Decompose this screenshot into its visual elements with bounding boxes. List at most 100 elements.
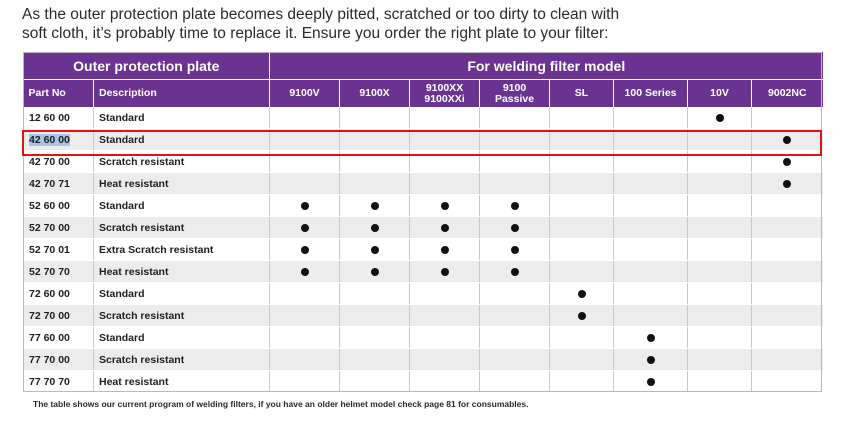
compatibility-cell: [549, 282, 615, 305]
compatibility-cell: [549, 216, 615, 239]
compatibility-cell: [409, 260, 481, 283]
compatibility-cell: [269, 172, 341, 195]
compatibility-cell: [751, 216, 823, 239]
compatibility-cell: [479, 348, 551, 371]
compatibility-cell: [751, 172, 823, 195]
compatibility-cell: [269, 128, 341, 151]
description-cell: Extra Scratch resistant: [93, 238, 271, 261]
part-number-cell: 77 70 70: [23, 370, 94, 393]
description-cell: Scratch resistant: [93, 150, 271, 173]
compatibility-cell: [339, 348, 411, 371]
compatibility-cell: [479, 107, 551, 129]
compatibility-cell: [409, 304, 481, 327]
compatibility-cell: [687, 216, 753, 239]
part-number-cell: 42 70 71: [23, 172, 94, 195]
compatibility-cell: [613, 282, 689, 305]
footnote: The table shows our current program of w…: [33, 399, 529, 409]
table-row: 72 70 00 Scratch resistant: [23, 304, 823, 327]
compatibility-cell: [613, 370, 689, 393]
part-number: 52 70 01: [29, 243, 70, 256]
compatibility-cell: [751, 260, 823, 283]
compatible-dot-icon: [510, 201, 519, 210]
table-row: 42 60 00 Standard: [23, 128, 823, 151]
compatibility-cell: [409, 150, 481, 173]
column-header-model: 9100XX 9100XXi: [409, 79, 481, 107]
compatibility-cell: [269, 282, 341, 305]
column-header-model: 9100V: [269, 79, 341, 107]
model-name-line: 9100XX: [425, 81, 464, 94]
compatible-dot-icon: [440, 223, 449, 232]
compatible-dot-icon: [783, 135, 792, 144]
part-number-cell: 52 60 00: [23, 194, 94, 217]
compatibility-cell: [687, 370, 753, 393]
compatibility-cell: [751, 370, 823, 393]
compatibility-cell: [687, 194, 753, 217]
compatible-dot-icon: [300, 223, 309, 232]
compatibility-cell: [409, 172, 481, 195]
compatibility-cell: [339, 216, 411, 239]
part-number: 52 70 70: [29, 265, 70, 278]
compatibility-cell: [751, 194, 823, 217]
compatibility-cell: [409, 238, 481, 261]
table-row: 52 70 00 Scratch resistant: [23, 216, 823, 239]
part-number: 77 70 00: [29, 353, 70, 366]
description-cell: Heat resistant: [93, 370, 271, 393]
part-number: 42 60 00: [29, 133, 70, 146]
table-body: 12 60 00 Standard 42 60 00 Standard 42 70 00…: [23, 107, 823, 393]
part-number-cell: 42 70 00: [23, 150, 94, 173]
compatibility-cell: [549, 107, 615, 129]
table-row: 52 60 00 Standard: [23, 194, 823, 217]
compatibility-cell: [613, 172, 689, 195]
compatible-dot-icon: [577, 289, 586, 298]
compatibility-cell: [687, 172, 753, 195]
compatible-dot-icon: [577, 311, 586, 320]
model-name-line: 9100XXi: [424, 92, 465, 105]
compatibility-cell: [339, 282, 411, 305]
table-row: 77 60 00 Standard: [23, 326, 823, 349]
model-name-line: 10V: [710, 87, 729, 99]
group-header-outer-plate: Outer protection plate: [23, 52, 271, 80]
compatibility-cell: [479, 194, 551, 217]
compatibility-cell: [613, 216, 689, 239]
compatibility-cell: [613, 238, 689, 261]
table-row: 77 70 70 Heat resistant: [23, 370, 823, 393]
compatibility-cell: [549, 194, 615, 217]
model-name-line: SL: [574, 87, 589, 99]
model-name-line: 9100: [502, 81, 527, 94]
compatible-dot-icon: [646, 355, 655, 364]
intro-text: As the outer protection plate becomes de…: [22, 5, 822, 43]
compatible-dot-icon: [510, 223, 519, 232]
compatibility-cell: [339, 194, 411, 217]
compatibility-cell: [269, 216, 341, 239]
model-name-line: 100 Series: [624, 87, 677, 99]
table-row: 72 60 00 Standard: [23, 282, 823, 305]
column-header-part-no: Part No: [23, 79, 94, 107]
table-row: 12 60 00 Standard: [23, 107, 823, 129]
compatibility-cell: [687, 348, 753, 371]
compatible-dot-icon: [370, 267, 379, 276]
compatibility-cell: [549, 128, 615, 151]
compatibility-cell: [269, 238, 341, 261]
description-cell: Scratch resistant: [93, 348, 271, 371]
compatibility-table-container: Outer protection plate For welding filte…: [23, 52, 823, 393]
compatibility-cell: [269, 370, 341, 393]
compatibility-cell: [409, 326, 481, 349]
compatibility-cell: [479, 370, 551, 393]
part-number: 72 60 00: [29, 287, 70, 300]
compatibility-cell: [687, 128, 753, 151]
description-cell: Heat resistant: [93, 172, 271, 195]
compatibility-cell: [613, 348, 689, 371]
compatibility-cell: [269, 194, 341, 217]
compatibility-cell: [613, 326, 689, 349]
compatibility-cell: [409, 216, 481, 239]
intro-line-1: As the outer protection plate becomes de…: [22, 6, 620, 23]
compatibility-cell: [751, 238, 823, 261]
compatibility-cell: [687, 238, 753, 261]
compatibility-cell: [339, 260, 411, 283]
part-number: 72 70 00: [29, 309, 70, 322]
compatibility-cell: [613, 128, 689, 151]
compatibility-cell: [687, 107, 753, 129]
compatibility-cell: [409, 282, 481, 305]
compatibility-cell: [549, 260, 615, 283]
compatibility-cell: [409, 194, 481, 217]
